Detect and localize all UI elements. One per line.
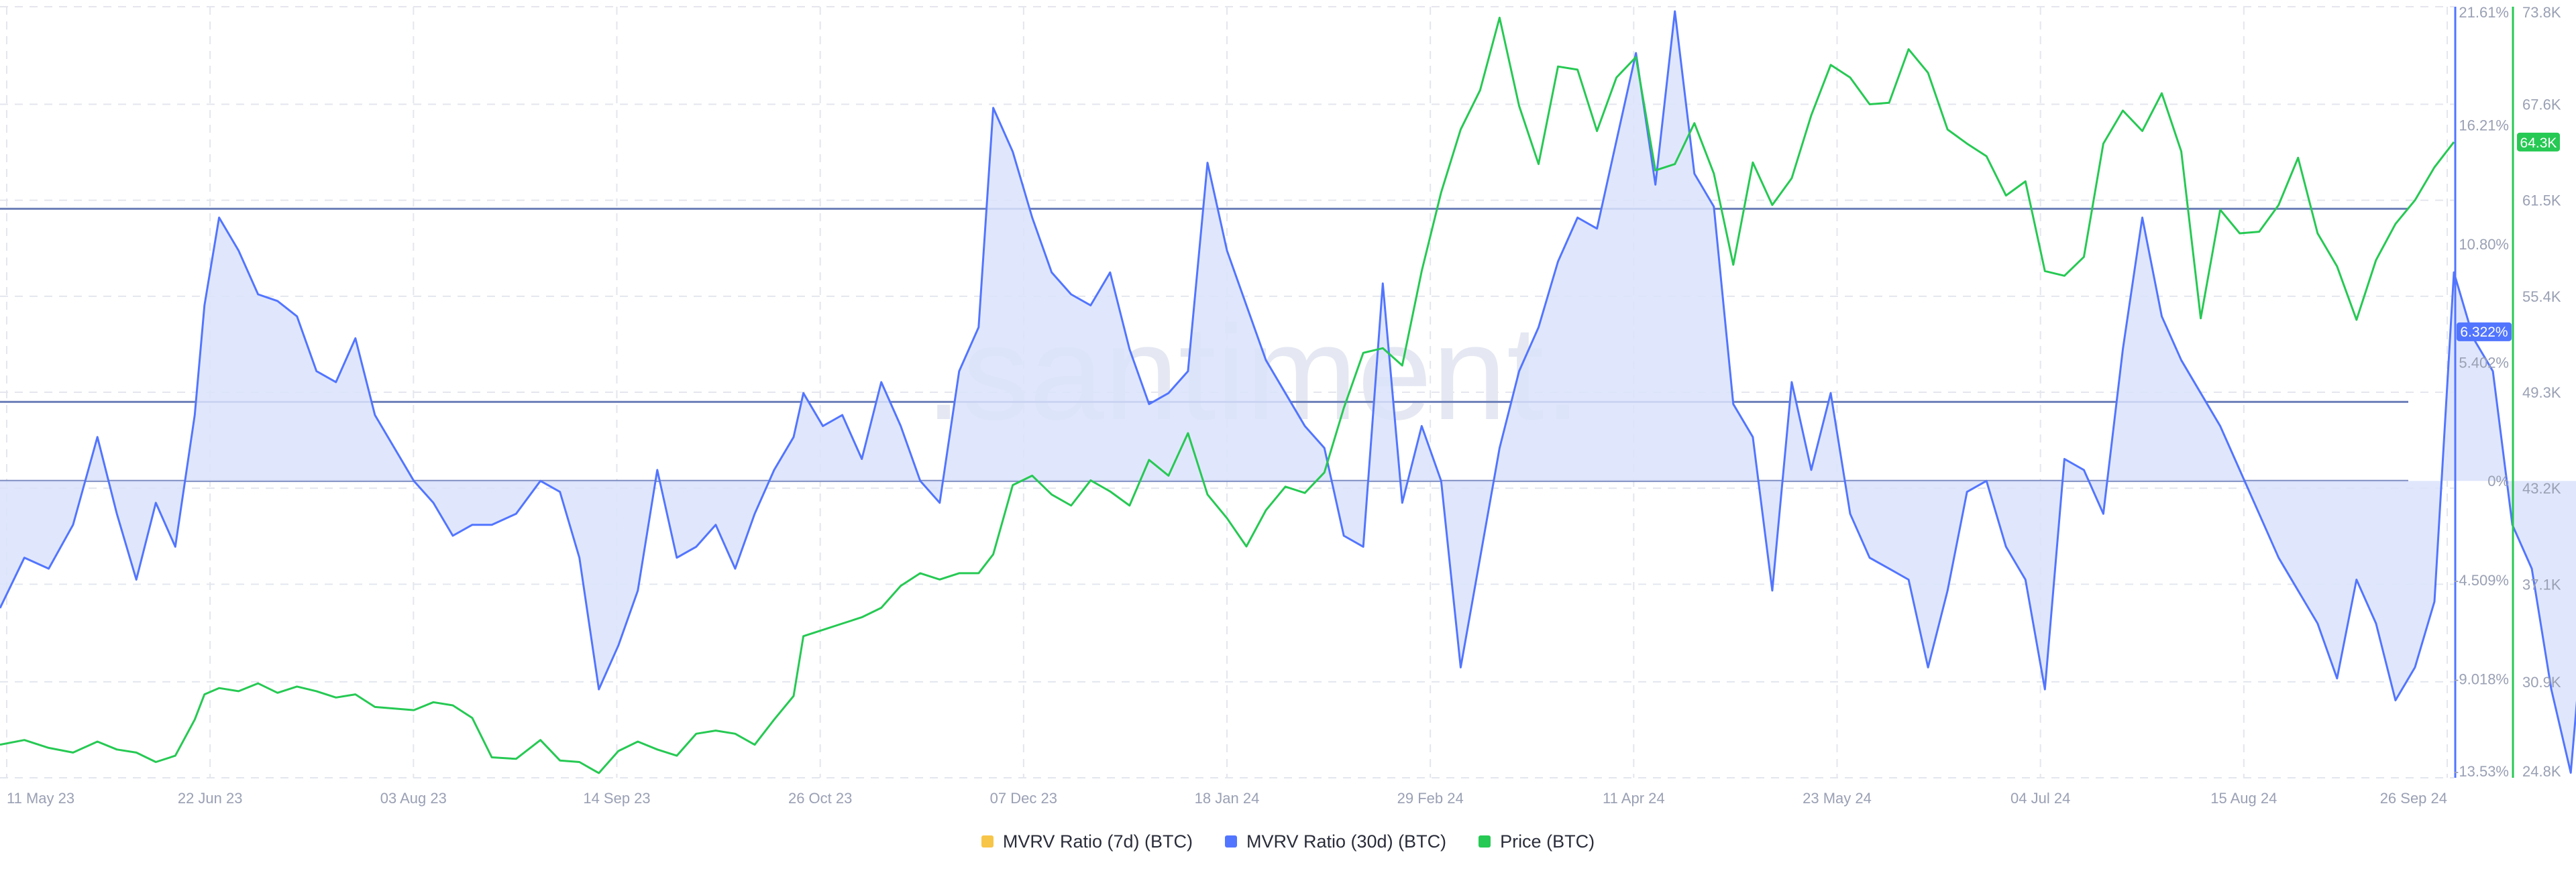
series [0,10,2576,774]
price-current-badge [2517,132,2560,152]
price-tick-label: 30.9K [2522,674,2561,691]
legend-swatch-price [1479,835,1491,848]
x-tick-label: 18 Jan 24 [1195,790,1260,807]
price-tick-label: 61.5K [2522,192,2561,209]
mvrv-30d-area [0,11,2576,773]
mvrv-tick-label: 5.402% [2459,354,2509,371]
x-tick-label: 15 Aug 24 [2210,790,2277,807]
price-tick-label: 55.4K [2522,288,2561,305]
legend: MVRV Ratio (7d) (BTC) MVRV Ratio (30d) (… [0,825,2576,858]
axes: 11 May 23 22 Jun 23 03 Aug 23 14 Sep 23 26 O… [7,4,2561,807]
mvrv-tick-label: 10.80% [2459,236,2509,253]
x-tick-label: 26 Sep 24 [2380,790,2447,807]
mvrv-current-value: 6.322% [2460,325,2508,340]
mvrv-30d-line [0,10,2576,774]
legend-item-mvrv-30d[interactable]: MVRV Ratio (30d) (BTC) [1224,831,1447,852]
price-tick-label: 67.6K [2522,97,2561,113]
legend-item-price[interactable]: Price (BTC) [1479,831,1595,852]
mvrv-tick-label: 16.21% [2459,117,2509,134]
x-tick-label: 23 May 24 [1803,790,1872,807]
mvrv-tick-label: -9.018% [2454,670,2509,687]
legend-item-mvrv-7d[interactable]: MVRV Ratio (7d) (BTC) [981,831,1193,852]
legend-label-price: Price (BTC) [1500,831,1595,852]
mvrv-tick-label: 21.61% [2459,4,2509,21]
price-tick-label: 43.2K [2522,480,2561,497]
x-tick-label: 14 Sep 23 [583,790,650,807]
legend-label-mvrv-7d: MVRV Ratio (7d) (BTC) [1002,831,1193,852]
x-tick-label: 26 Oct 23 [788,790,852,807]
price-tick-label: 37.1K [2522,576,2561,593]
mvrv-tick-label: -13.53% [2454,763,2509,780]
price-tick-label: 73.8K [2522,4,2561,21]
price-line [0,16,2455,774]
x-tick-label: 11 May 23 [7,790,74,807]
price-tick-label: 49.3K [2522,384,2561,401]
x-tick-label: 11 Apr 24 [1603,790,1665,807]
x-tick-label: 04 Jul 24 [2010,790,2070,807]
x-tick-label: 07 Dec 23 [990,790,1057,807]
legend-label-mvrv-30d: MVRV Ratio (30d) (BTC) [1246,831,1447,852]
x-tick-label: 22 Jun 23 [178,790,243,807]
x-tick-label: 03 Aug 23 [380,790,447,807]
mvrv-tick-label: -4.509% [2454,572,2509,589]
legend-swatch-mvrv-30d [1224,835,1237,848]
price-current-value: 64.3K [2520,135,2557,151]
x-tick-label: 29 Feb 24 [1397,790,1464,807]
price-tick-label: 24.8K [2522,763,2561,780]
legend-swatch-mvrv-7d [981,835,994,848]
mvrv-tick-label: 0% [2487,473,2509,489]
mvrv-current-badge [2457,322,2512,341]
